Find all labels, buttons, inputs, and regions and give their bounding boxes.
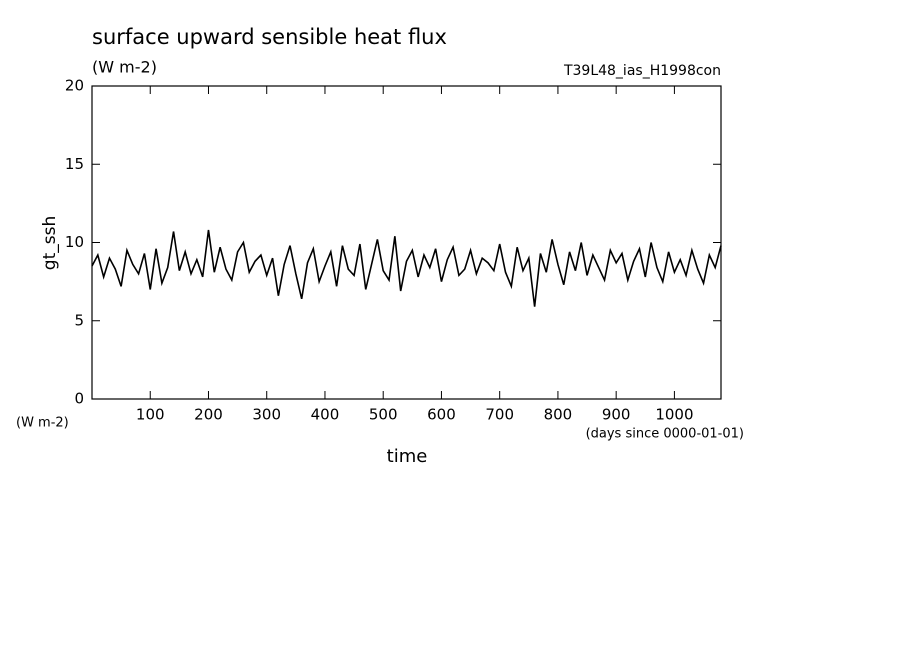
- x-tick-label: 800: [544, 406, 573, 424]
- x-tick-label: 400: [311, 406, 340, 424]
- y-tick-label: 0: [74, 390, 84, 408]
- x-tick-label: 100: [136, 406, 165, 424]
- y-units: (W m-2): [16, 416, 69, 431]
- y-tick-label: 5: [74, 311, 84, 329]
- x-units: (days since 0000-01-01): [586, 427, 744, 442]
- x-tick-label: 900: [602, 406, 631, 424]
- x-axis-label: time: [387, 446, 428, 467]
- x-tick-label: 500: [369, 406, 398, 424]
- data-line: [91, 229, 722, 307]
- y-tick-label: 15: [65, 155, 84, 173]
- x-tick-label: 600: [427, 406, 456, 424]
- x-tick-label: 300: [252, 406, 281, 424]
- annotation: T39L48_ias_H1998con: [563, 63, 721, 79]
- x-tick-label: 1000: [655, 406, 693, 424]
- y-tick-label: 20: [65, 77, 84, 95]
- plot-frame: [91, 85, 722, 400]
- x-tick-label: 700: [485, 406, 514, 424]
- chart-subtitle: (W m-2): [92, 58, 157, 77]
- y-tick-label: 10: [65, 233, 84, 251]
- x-tick-label: 200: [194, 406, 223, 424]
- y-axis-label: gt_ssh: [40, 216, 60, 270]
- chart-title: surface upward sensible heat flux: [92, 25, 447, 49]
